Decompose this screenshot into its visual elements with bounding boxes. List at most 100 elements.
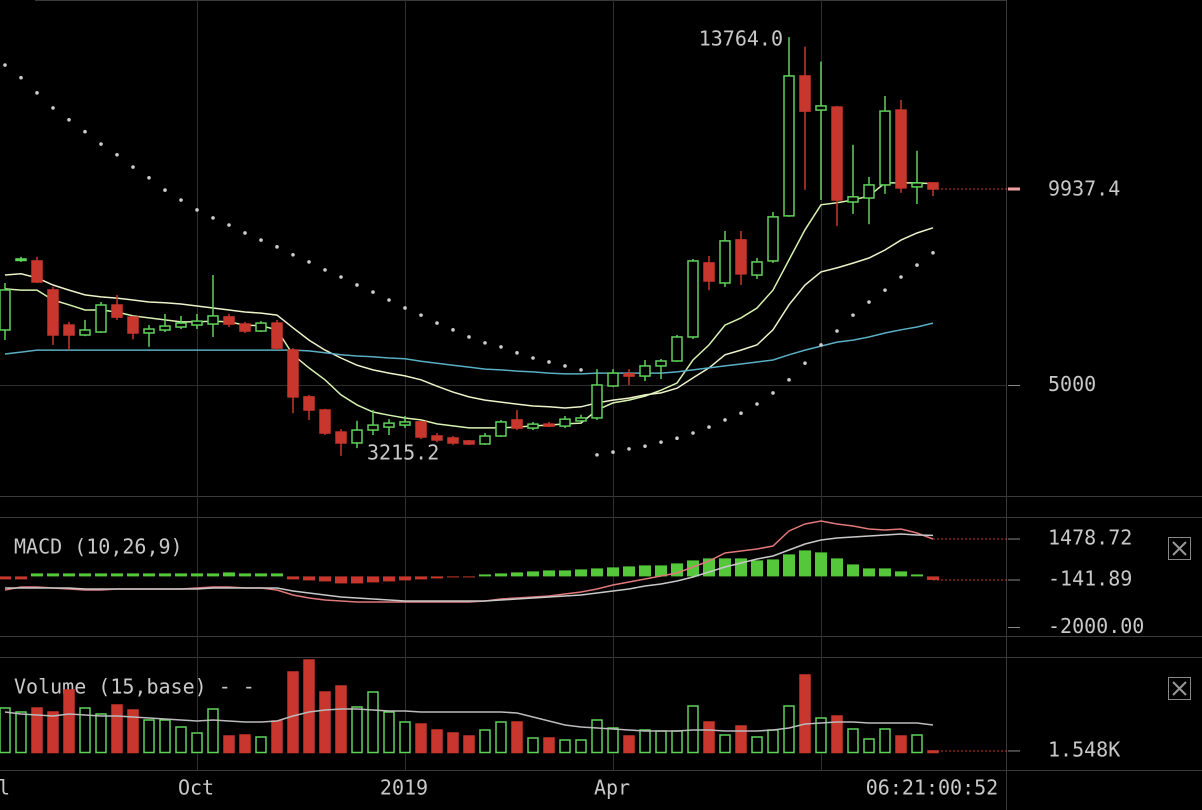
histogram-bar (47, 573, 59, 577)
close-button-box[interactable] (1168, 537, 1191, 560)
volume-bar (111, 704, 123, 754)
indicator-dot (563, 364, 567, 368)
volume-bar (255, 736, 267, 754)
indicator-dot (579, 368, 583, 372)
indicator-dot (883, 288, 887, 292)
volume-bar (495, 721, 507, 754)
histogram-bar (0, 576, 11, 580)
volume-bar (31, 707, 43, 754)
indicator-dot (51, 106, 55, 110)
candle-body (15, 258, 27, 262)
histogram-bar (207, 573, 219, 577)
volume-bar (463, 735, 475, 754)
volume-bar (607, 727, 619, 754)
candle-body (463, 440, 475, 445)
volume-bar (351, 706, 363, 754)
histogram-bar (815, 552, 827, 577)
indicator-dot (403, 306, 407, 310)
close-button-box[interactable] (1168, 677, 1191, 700)
candle-body (591, 384, 603, 419)
indicator-dot (515, 351, 519, 355)
close-button[interactable] (1168, 537, 1191, 560)
x-tick-label: 06:21:00:52 (866, 776, 998, 800)
histogram-bar (591, 568, 603, 577)
candle-body (687, 260, 699, 338)
volume-bar (591, 719, 603, 754)
indicator-dot (899, 275, 903, 279)
histogram-bar (639, 565, 651, 577)
indicator-dot (19, 75, 23, 80)
close-icon[interactable] (1172, 541, 1187, 556)
indicator-dot (627, 447, 631, 451)
histogram-bar (367, 576, 379, 583)
volume-bar (751, 736, 763, 754)
indicator-dot (323, 268, 327, 272)
histogram-bar (191, 573, 203, 577)
candle-body (79, 329, 91, 336)
volume-bar (511, 721, 523, 754)
indicator-dot (163, 188, 167, 192)
candle-body (735, 239, 747, 275)
volume-bar (431, 729, 443, 754)
indicator-dot (787, 378, 791, 382)
indicator-dot (707, 425, 711, 429)
indicator-dot (67, 118, 71, 122)
volume-bar (639, 729, 651, 754)
histogram-bar (447, 576, 459, 578)
histogram-bar (895, 571, 907, 577)
high-annotation: 13764.0 (699, 27, 783, 51)
volume-bar (271, 720, 283, 754)
indicator-dot (755, 402, 759, 406)
volume-bar (415, 723, 427, 754)
indicator-dot (371, 290, 375, 294)
volume-bar (479, 729, 491, 754)
indicator-dot (867, 300, 871, 304)
histogram-bar (575, 569, 587, 577)
volume-bar (719, 734, 731, 754)
candle-body (895, 109, 907, 189)
candle-body (367, 424, 379, 431)
indicator-dot (307, 260, 311, 264)
candle-body (287, 349, 299, 398)
histogram-bar (911, 574, 923, 577)
candle-body (143, 328, 155, 334)
candle-body (351, 429, 363, 444)
indicator-dot (819, 343, 823, 347)
histogram-bar (351, 576, 363, 584)
indicator-dot (675, 436, 679, 440)
moving-average-line (4, 227, 934, 409)
volume-bar (783, 705, 795, 754)
candle-body (319, 409, 331, 434)
indicator-dot (691, 431, 695, 435)
candle-body (783, 75, 795, 217)
indicator-dot (387, 298, 391, 302)
close-icon[interactable] (1172, 681, 1187, 696)
volume-bar (671, 730, 683, 754)
histogram-bar (159, 573, 171, 577)
candle-body (767, 216, 779, 262)
volume-bar (79, 707, 91, 754)
candle-body (751, 261, 763, 276)
indicator-dot (595, 453, 599, 457)
histogram-bar (431, 576, 443, 579)
histogram-bar (863, 568, 875, 577)
candle-body (511, 419, 523, 429)
volume-bar (575, 739, 587, 754)
volume-ma-line (4, 708, 934, 732)
candle-body (127, 316, 139, 334)
volume-bar (847, 728, 859, 754)
histogram-bar (463, 576, 475, 578)
volume-bar (239, 734, 251, 754)
close-button[interactable] (1168, 677, 1191, 700)
volume-bar (735, 725, 747, 754)
volume-bar (863, 738, 875, 754)
indicator-dot (179, 198, 183, 202)
histogram-bar (303, 576, 315, 581)
volume-bar (159, 719, 171, 754)
candle-body (447, 437, 459, 444)
indicator-dot (851, 313, 855, 317)
histogram-bar (383, 576, 395, 582)
histogram-bar (415, 576, 427, 580)
volume-bar (911, 734, 923, 754)
histogram-bar (927, 576, 939, 580)
